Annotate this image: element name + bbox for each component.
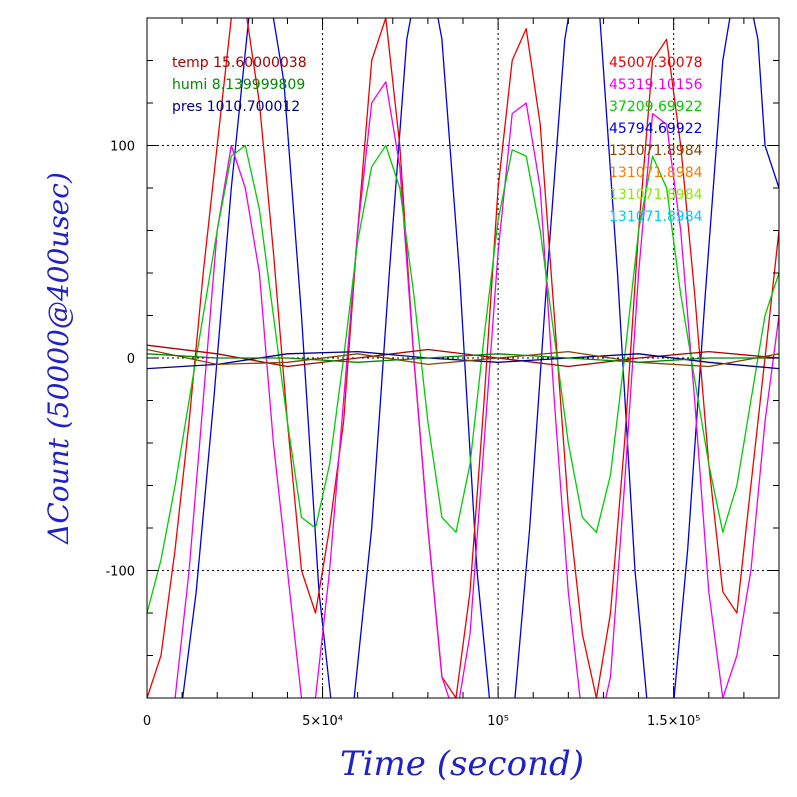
legend-left-item-1: humi 8.139999809 xyxy=(172,77,305,93)
x-tick-label-0: 0 xyxy=(143,714,151,729)
series-line-6 xyxy=(147,348,779,368)
x-tick-label-3: 1.5×10⁵ xyxy=(647,714,700,729)
y-axis-title: ΔCount (50000@400usec) xyxy=(42,172,75,545)
axis-ticks xyxy=(146,17,780,699)
x-axis-title: Time (second) xyxy=(340,744,584,784)
legend-left-item-0: temp 15.60000038 xyxy=(172,55,307,71)
legend-left: temp 15.60000038 humi 8.139999809 pres 101… xyxy=(172,55,307,115)
series-line-1 xyxy=(147,18,779,698)
series-line-4 xyxy=(147,344,779,368)
series-line-7 xyxy=(147,353,779,363)
legend-right-item-7: 131071.8984 xyxy=(609,209,703,225)
series-line-5 xyxy=(147,350,779,370)
legend-right-item-4: 131071.8984 xyxy=(609,143,703,159)
legend-right: 45007.30078 45319.10156 37209.69922 45794.6… xyxy=(609,55,703,225)
legend-right-item-1: 45319.10156 xyxy=(609,77,703,93)
legend-right-item-0: 45007.30078 xyxy=(609,55,703,71)
legend-left-item-2: pres 1010.700012 xyxy=(172,99,300,115)
tick-labels: 0 5×10⁴ 10⁵ 1.5×10⁵ -100 0 100 xyxy=(105,140,700,730)
x-tick-label-2: 10⁵ xyxy=(487,714,509,729)
y-tick-label-2: 100 xyxy=(110,140,135,155)
y-tick-label-0: -100 xyxy=(105,565,135,580)
series-group xyxy=(147,18,779,698)
legend-right-item-2: 37209.69922 xyxy=(609,99,703,115)
series-line-3 xyxy=(147,144,779,614)
series-line-0 xyxy=(147,18,779,698)
x-tick-label-1: 5×10⁴ xyxy=(302,714,343,729)
legend-right-item-3: 45794.69922 xyxy=(609,121,703,137)
series-line-2 xyxy=(174,81,779,698)
legend-right-item-6: 131071.8984 xyxy=(609,187,703,203)
y-tick-label-1: 0 xyxy=(127,352,135,367)
legend-right-item-5: 131071.8984 xyxy=(609,165,703,181)
